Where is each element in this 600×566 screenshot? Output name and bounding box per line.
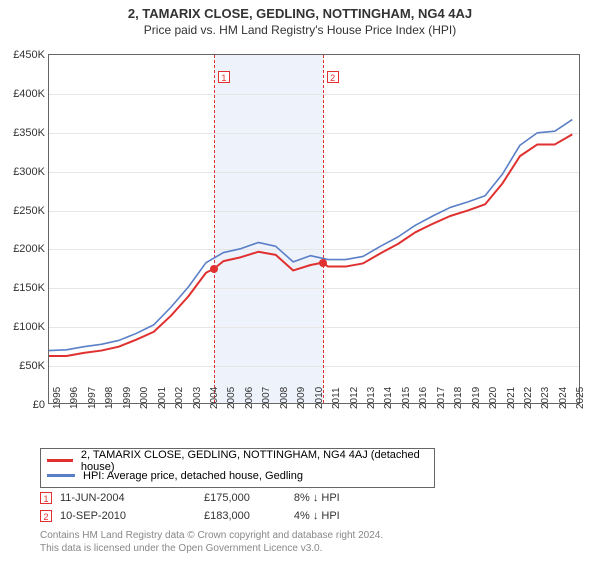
xtick-label: 2000 bbox=[139, 387, 150, 409]
xtick-label: 2024 bbox=[558, 387, 569, 409]
xtick-label: 2014 bbox=[383, 387, 394, 409]
ytick-label: £50K bbox=[1, 360, 45, 372]
event-delta: 8% ↓ HPI bbox=[294, 492, 340, 504]
legend: 2, TAMARIX CLOSE, GEDLING, NOTTINGHAM, N… bbox=[40, 448, 435, 488]
xtick-label: 2013 bbox=[366, 387, 377, 409]
chart-plot-area: £0£50K£100K£150K£200K£250K£300K£350K£400… bbox=[48, 54, 580, 404]
ytick-label: £300K bbox=[1, 166, 45, 178]
xtick-label: 2007 bbox=[261, 387, 272, 409]
line-plot-svg bbox=[49, 55, 579, 403]
ytick-label: £200K bbox=[1, 243, 45, 255]
xtick-label: 2015 bbox=[401, 387, 412, 409]
event-date: 11-JUN-2004 bbox=[60, 492, 125, 504]
xtick-label: 2021 bbox=[506, 387, 517, 409]
chart-title: 2, TAMARIX CLOSE, GEDLING, NOTTINGHAM, N… bbox=[0, 6, 600, 21]
credits: Contains HM Land Registry data © Crown c… bbox=[40, 530, 383, 555]
xtick-label: 2003 bbox=[192, 387, 203, 409]
xtick-label: 2005 bbox=[226, 387, 237, 409]
xtick-label: 2023 bbox=[540, 387, 551, 409]
ytick-label: £400K bbox=[1, 88, 45, 100]
xtick-label: 2001 bbox=[157, 387, 168, 409]
xtick-label: 2008 bbox=[279, 387, 290, 409]
chart-subtitle: Price paid vs. HM Land Registry's House … bbox=[0, 23, 600, 37]
event-date: 10-SEP-2010 bbox=[60, 510, 126, 522]
ytick-label: £150K bbox=[1, 282, 45, 294]
xtick-label: 2010 bbox=[314, 387, 325, 409]
xtick-label: 2009 bbox=[296, 387, 307, 409]
xtick-label: 2004 bbox=[209, 387, 220, 409]
event-delta: 4% ↓ HPI bbox=[294, 510, 340, 522]
legend-item: 2, TAMARIX CLOSE, GEDLING, NOTTINGHAM, N… bbox=[47, 453, 428, 468]
ytick-label: £350K bbox=[1, 127, 45, 139]
ytick-label: £0 bbox=[1, 399, 45, 411]
ytick-label: £450K bbox=[1, 49, 45, 61]
xtick-label: 2022 bbox=[523, 387, 534, 409]
credits-line: This data is licensed under the Open Gov… bbox=[40, 543, 383, 556]
vline-marker-icon: 2 bbox=[327, 71, 339, 83]
event-marker-icon: 2 bbox=[40, 510, 52, 522]
xtick-label: 1996 bbox=[69, 387, 80, 409]
xtick-label: 1995 bbox=[52, 387, 63, 409]
ytick-label: £250K bbox=[1, 205, 45, 217]
xtick-label: 2018 bbox=[453, 387, 464, 409]
vline-marker-icon: 1 bbox=[218, 71, 230, 83]
credits-line: Contains HM Land Registry data © Crown c… bbox=[40, 530, 383, 543]
event-row: 2 10-SEP-2010 £183,000 4% ↓ HPI bbox=[40, 507, 560, 525]
event-dot-icon bbox=[319, 259, 327, 267]
event-price: £183,000 bbox=[204, 510, 250, 522]
xtick-label: 2025 bbox=[575, 387, 586, 409]
event-dot-icon bbox=[210, 265, 218, 273]
xtick-label: 2011 bbox=[331, 387, 342, 409]
ytick-label: £100K bbox=[1, 321, 45, 333]
legend-swatch bbox=[47, 459, 73, 462]
xtick-label: 1999 bbox=[122, 387, 133, 409]
xtick-label: 2016 bbox=[418, 387, 429, 409]
xtick-label: 2017 bbox=[436, 387, 447, 409]
xtick-label: 2012 bbox=[349, 387, 360, 409]
legend-label: HPI: Average price, detached house, Gedl… bbox=[83, 470, 303, 482]
xtick-label: 1997 bbox=[87, 387, 98, 409]
xtick-label: 1998 bbox=[104, 387, 115, 409]
legend-swatch bbox=[47, 474, 75, 477]
event-row: 1 11-JUN-2004 £175,000 8% ↓ HPI bbox=[40, 489, 560, 507]
xtick-label: 2002 bbox=[174, 387, 185, 409]
xtick-label: 2006 bbox=[244, 387, 255, 409]
event-marker-icon: 1 bbox=[40, 492, 52, 504]
xtick-label: 2019 bbox=[471, 387, 482, 409]
event-price: £175,000 bbox=[204, 492, 250, 504]
xtick-label: 2020 bbox=[488, 387, 499, 409]
event-table: 1 11-JUN-2004 £175,000 8% ↓ HPI 2 10-SEP… bbox=[40, 489, 560, 525]
